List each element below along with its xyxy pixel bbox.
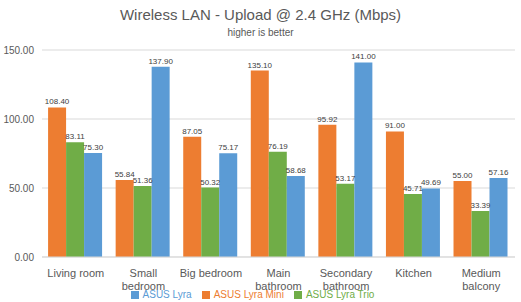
html-text:higher is better: higher is better xyxy=(227,27,294,38)
svg-text:53.17: 53.17 xyxy=(335,174,356,183)
svg-text:91.00: 91.00 xyxy=(385,121,406,130)
svg-text:57.16: 57.16 xyxy=(488,168,509,177)
svg-text:33.39: 33.39 xyxy=(470,201,491,210)
svg-text:45.71: 45.71 xyxy=(402,183,423,193)
svg-text:49.69: 49.69 xyxy=(421,178,442,187)
svg-text:Mediumbalcony: Mediumbalcony xyxy=(462,267,501,292)
svg-text:58.68: 58.68 xyxy=(286,166,307,175)
svg-text:108.40: 108.40 xyxy=(45,97,70,106)
svg-text:Kitchen: Kitchen xyxy=(395,267,432,279)
svg-text:Big bedroom: Big bedroom xyxy=(180,267,242,279)
svg-text:150.00: 150.00 xyxy=(8,45,34,56)
svg-text:50.32: 50.32 xyxy=(200,178,221,187)
svg-text:137.90: 137.90 xyxy=(148,57,173,66)
svg-text:Secondarybathroom: Secondarybathroom xyxy=(320,267,373,292)
svg-text:75.30: 75.30 xyxy=(83,143,104,152)
svg-text:Mainbathroom: Mainbathroom xyxy=(255,267,301,292)
html-text:Wireless LAN - Upload @ 2.4 GH: Wireless LAN - Upload @ 2.4 GHz (Mbps) xyxy=(119,6,402,23)
html-text:ASUS Lyra Trio: ASUS Lyra Trio xyxy=(305,289,375,300)
svg-text:75.17: 75.17 xyxy=(218,143,239,152)
svg-text:0.00: 0.00 xyxy=(15,252,35,263)
svg-text:141.00: 141.00 xyxy=(351,52,376,61)
svg-text:76.19: 76.19 xyxy=(268,142,289,151)
svg-text:55.84: 55.84 xyxy=(114,169,135,179)
svg-text:83.11: 83.11 xyxy=(65,132,85,141)
svg-text:135.10: 135.10 xyxy=(248,61,273,70)
svg-text:100.00: 100.00 xyxy=(8,114,34,125)
svg-text:55.00: 55.00 xyxy=(452,171,473,180)
html-text:ASUS Lyra: ASUS Lyra xyxy=(142,289,192,300)
svg-text:Living room: Living room xyxy=(47,267,104,279)
html-text:ASUS Lyra Mini: ASUS Lyra Mini xyxy=(213,289,284,300)
svg-text:87.05: 87.05 xyxy=(182,127,203,136)
svg-text:50.00: 50.00 xyxy=(9,183,34,194)
svg-text:Smallbedroom: Smallbedroom xyxy=(122,267,165,292)
svg-text:95.92: 95.92 xyxy=(317,115,338,124)
svg-text:51.36: 51.36 xyxy=(133,176,154,185)
